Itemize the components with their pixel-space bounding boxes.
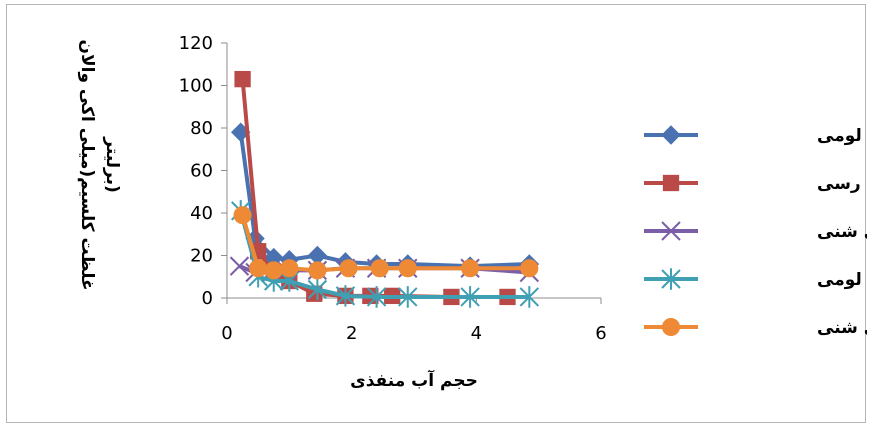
series-5 (233, 206, 539, 280)
legend-item: شنی لومی (644, 125, 867, 146)
x-tick-label: 6 (595, 323, 606, 344)
y-tick-label: 20 (190, 246, 213, 267)
chart-frame: 0 20 40 60 80 100 120 0 2 4 6 حجم آب منفذی غلظت ک… (6, 4, 867, 423)
data-point (233, 206, 252, 225)
data-point (460, 286, 480, 308)
y-tick-group: 0 20 40 60 80 100 120 (179, 33, 227, 309)
data-point (335, 285, 356, 307)
y-tick-label: 120 (179, 33, 213, 54)
series-1 (231, 122, 540, 276)
y-axis-title-line-2: برلیتر) (102, 136, 122, 193)
legend-label: لومی (817, 270, 862, 290)
x-tick-label: 4 (471, 323, 482, 344)
legend-marker (662, 174, 680, 192)
series-line (238, 131, 530, 269)
data-point (229, 256, 250, 276)
data-point (370, 259, 389, 278)
legend-item: لومی شنی (644, 317, 867, 338)
data-point (264, 261, 283, 280)
line-chart: 0 20 40 60 80 100 120 0 2 4 6 حجم آب منفذی غلظت ک… (77, 33, 867, 391)
data-point (249, 259, 268, 278)
data-point (308, 261, 327, 280)
x-tick-label: 2 (346, 323, 357, 344)
legend-label: لومی رسی شنی (817, 222, 867, 242)
x-axis-title: حجم آب منفذی (350, 369, 478, 391)
data-point (234, 70, 251, 88)
legend-label: شنی لومی (817, 126, 867, 146)
data-point (519, 286, 540, 308)
y-axis-title: غلظت کلسیم(میلی اکی والان برلیتر) (77, 39, 122, 290)
data-point (461, 259, 480, 278)
y-tick-label: 60 (190, 161, 213, 182)
series-line (238, 210, 530, 299)
legend: شنی لومی لومی رسی لومی رسی شنی لومی لومی شنی (644, 125, 867, 338)
legend-marker (661, 125, 681, 145)
x-tick-label: 0 (221, 323, 232, 344)
axes: 0 20 40 60 80 100 120 0 2 4 6 (179, 33, 607, 344)
legend-label: لومی رسی (817, 174, 867, 194)
data-point (307, 278, 328, 301)
legend-item: لومی (644, 268, 862, 290)
y-tick-label: 40 (190, 203, 213, 224)
data-point (398, 259, 417, 278)
legend-label: لومی شنی (817, 318, 867, 338)
data-point (520, 259, 539, 278)
data-point (280, 259, 299, 278)
y-tick-label: 0 (202, 288, 213, 309)
data-point (398, 286, 418, 308)
legend-marker (661, 317, 681, 337)
series-4 (231, 200, 540, 308)
data-point (339, 259, 358, 278)
x-tick-group: 0 2 4 6 (221, 298, 607, 344)
legend-marker (661, 268, 681, 290)
legend-marker (661, 221, 681, 241)
data-point (366, 286, 387, 308)
y-tick-label: 100 (179, 76, 213, 97)
y-axis-title-line-1: غلظت کلسیم(میلی اکی والان (77, 39, 97, 290)
series-group (229, 70, 540, 308)
legend-item: لومی رسی شنی (644, 221, 867, 242)
legend-item: لومی رسی (644, 174, 867, 194)
y-tick-label: 80 (190, 118, 213, 139)
